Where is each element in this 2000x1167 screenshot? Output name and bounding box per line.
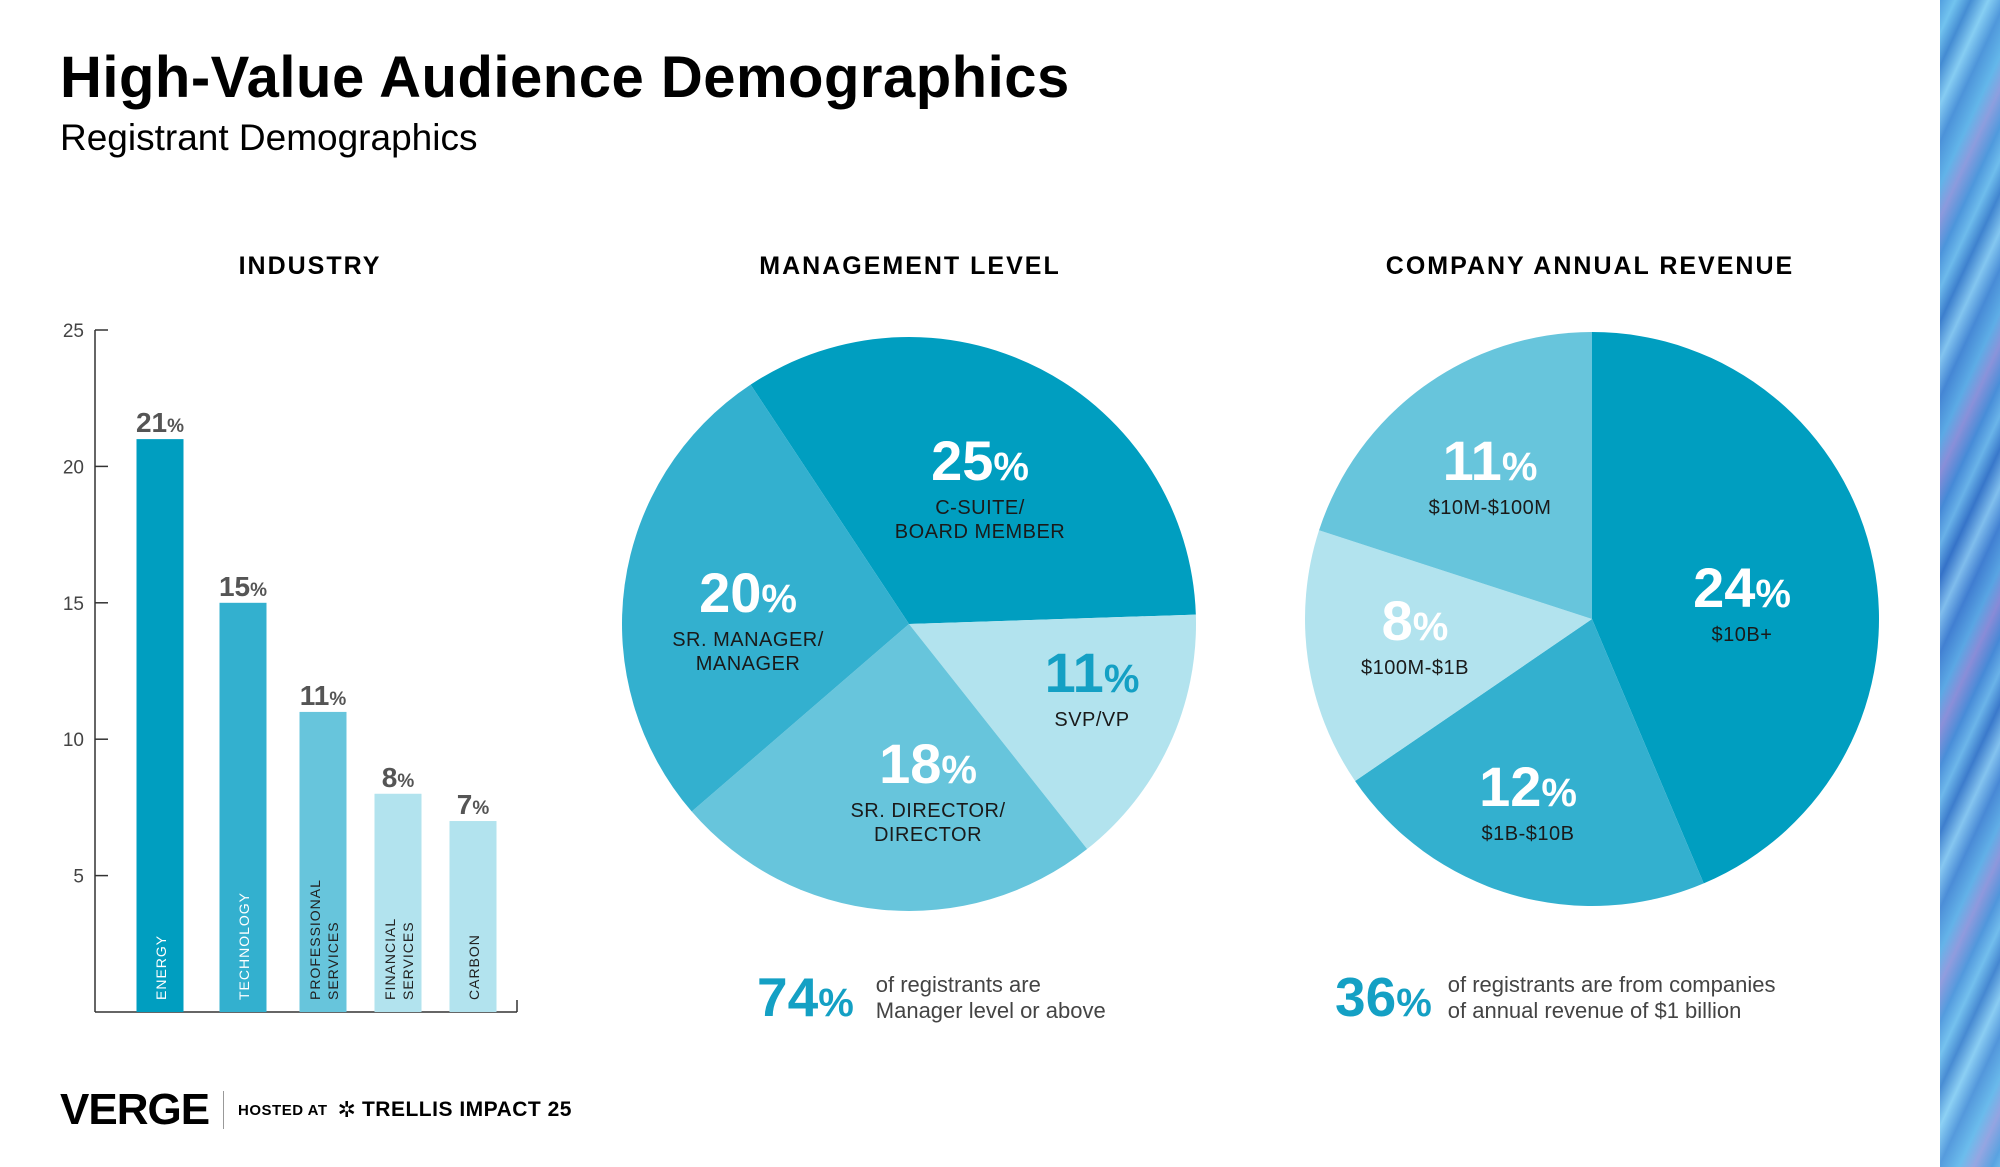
pie-category-label: SVP/VP [1054, 709, 1129, 731]
management-chart-title: MANAGEMENT LEVEL [759, 252, 1061, 280]
bar-category-label: ENERGY [153, 935, 169, 1000]
pie-slice [1592, 332, 1879, 884]
bar-data-label: 15% [219, 571, 267, 602]
pie-slice [750, 336, 1196, 624]
pie-category-label: BOARD MEMBER [895, 521, 1065, 543]
pie-category-label: $100M-$1B [1361, 657, 1469, 679]
bar-category-label: PROFESSIONAL [307, 879, 323, 1000]
bar-category-label: TECHNOLOGY [236, 892, 252, 1000]
pie-value-label: 8% [1382, 589, 1449, 652]
management-stat-text: of registrants are Manager level or abov… [875, 971, 1106, 1023]
revenue-stat: 36% of registrants are from companies of… [1335, 970, 1775, 1025]
decorative-stripe [1940, 0, 2000, 1167]
pie-category-label: $10B+ [1712, 624, 1773, 646]
revenue-stat-value: 36% [1335, 966, 1432, 1028]
bar-category-label: FINANCIAL [382, 918, 398, 1000]
pie-slice [621, 384, 909, 812]
pie-category-label: $10M-$100M [1429, 497, 1552, 519]
pie-value-label: 24% [1693, 556, 1791, 619]
pie-category-label: MANAGER [696, 653, 801, 675]
bar [219, 602, 267, 1012]
pie-value-label: 11% [1443, 429, 1538, 492]
footer-divider [223, 1091, 225, 1129]
revenue-chart-title: COMPANY ANNUAL REVENUE [1385, 252, 1795, 280]
pie-value-label: 20% [699, 561, 797, 624]
footer: VERGE HOSTED AT ✲ TRELLIS IMPACT 25 [60, 1085, 572, 1135]
bar-data-label: 7% [457, 789, 490, 820]
pie-slice [691, 624, 1088, 912]
y-tick-label: 20 [63, 457, 84, 478]
bar [136, 439, 184, 1012]
y-tick-label: 10 [63, 730, 84, 751]
pie-value-label: 18% [879, 732, 977, 795]
management-stat: 74% of registrants are Manager level or … [757, 970, 1106, 1025]
pie-category-label: C-SUITE/ [935, 497, 1025, 519]
pie-category-label: SR. DIRECTOR/ [850, 800, 1005, 822]
pie-slice [909, 614, 1197, 850]
management-stat-value: 74% [757, 966, 854, 1028]
pie-category-label: SR. MANAGER/ [672, 629, 824, 651]
bar-category-label: SERVICES [400, 921, 416, 1000]
revenue-pie-chart: 24% $10B+ 12% $1B-$10B 8% $100M-$1B 11% $10M-$1… [1305, 332, 1879, 906]
hosted-at-label: HOSTED AT [238, 1101, 328, 1119]
bar-data-label: 11% [300, 680, 347, 711]
pie-category-label: $1B-$10B [1482, 823, 1575, 845]
management-pie-chart: 25% C-SUITE/BOARD MEMBER 11% SVP/VP 18% SR. D… [621, 336, 1197, 912]
bar-data-label: 21% [136, 407, 184, 438]
pie-value-label: 12% [1479, 755, 1577, 818]
pie-value-label: 25% [931, 429, 1029, 492]
y-tick-label: 25 [63, 321, 84, 342]
pie-slice [1355, 619, 1704, 906]
pie-slice [1305, 530, 1592, 781]
industry-bar-chart: 5 10 15 20 25 21% ENERGY 15% TECHNOLOGY 11% PROFES… [63, 321, 518, 1013]
pie-slice [1319, 332, 1592, 619]
page-title: High-Value Audience Demographics [60, 45, 1070, 110]
bar [299, 711, 347, 1012]
bar-category-label: SERVICES [325, 921, 341, 1000]
verge-logo: VERGE [60, 1085, 210, 1134]
bar-data-label: 8% [382, 762, 415, 793]
industry-chart-title: INDUSTRY [238, 252, 382, 280]
pie-category-label: DIRECTOR [874, 824, 982, 846]
trellis-event-name: TRELLIS IMPACT 25 [361, 1098, 572, 1121]
page-subtitle: Registrant Demographics [60, 117, 478, 158]
y-tick-label: 15 [63, 594, 84, 615]
bar [449, 821, 497, 1012]
bar [374, 793, 422, 1012]
revenue-stat-text: of registrants are from companies of ann… [1447, 971, 1776, 1023]
bar-category-label: CARBON [466, 934, 482, 1000]
trellis-logo-icon: ✲ [337, 1097, 356, 1122]
y-tick-label: 5 [73, 867, 84, 888]
pie-value-label: 11% [1045, 641, 1140, 704]
